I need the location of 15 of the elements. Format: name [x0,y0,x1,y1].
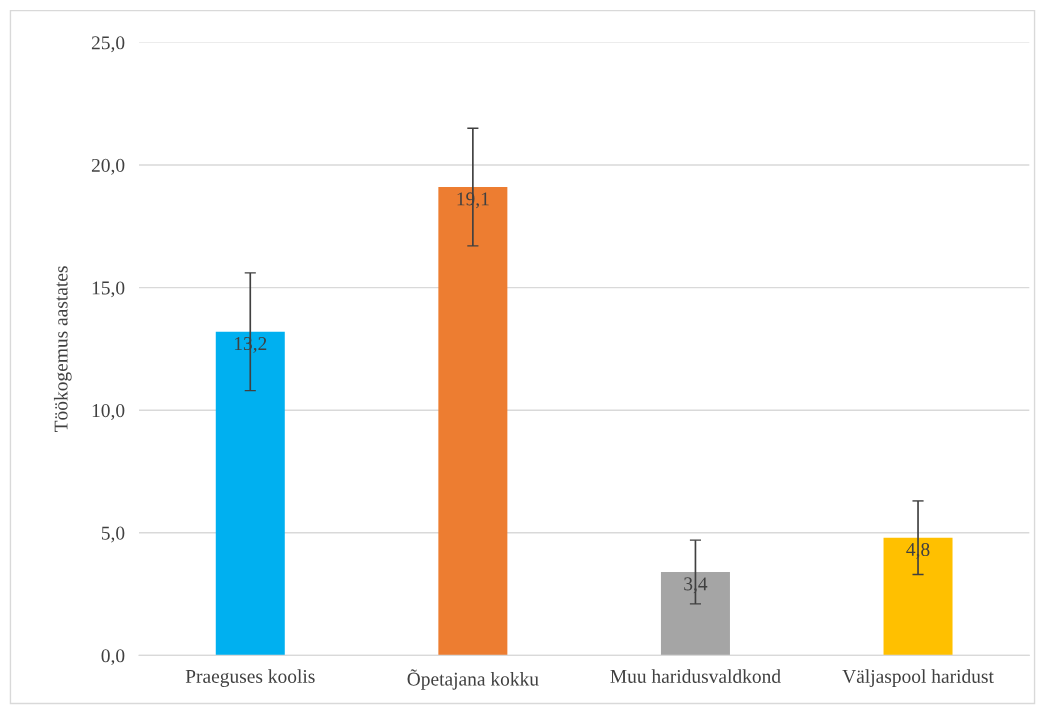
y-tick-label: 15,0 [92,281,125,298]
x-tick-label: Väljaspool haridust [842,669,994,687]
y-tick-label: 5,0 [101,526,125,543]
bar [215,331,285,656]
x-tick-label: Õpetajana kokku [407,669,539,690]
x-tick-label: Praeguses koolis [185,669,315,687]
bar [883,537,953,656]
y-tick-label: 25,0 [91,36,125,53]
bar [438,187,508,656]
y-tick-label: 0,0 [101,649,125,666]
bar [660,572,730,656]
y-tick-label: 20,0 [91,158,125,175]
y-axis-title: Töökogemus aastates [53,266,72,432]
y-tick-label: 10,0 [92,404,125,420]
x-tick-label: Muu haridusvaldkond [610,669,781,683]
